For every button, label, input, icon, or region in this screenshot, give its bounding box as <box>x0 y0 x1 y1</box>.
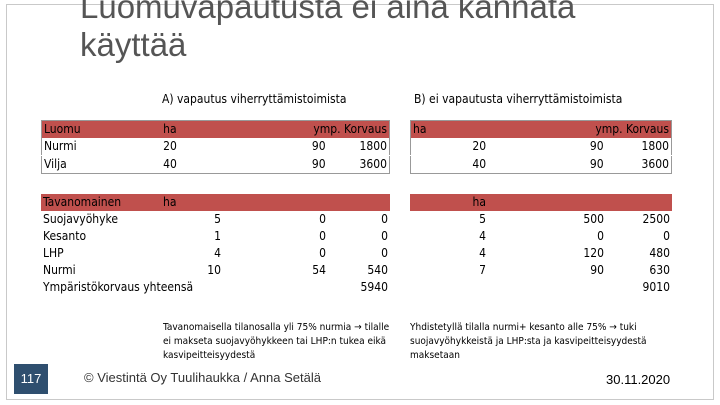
table-row: Suojavyöhyke 5 0 0 <box>41 211 390 228</box>
cell: 4 <box>479 246 486 260</box>
cell: 3600 <box>359 157 387 171</box>
header-cell: ymp. Korvaus <box>488 120 672 138</box>
footer-copyright: © Viestintä Oy Tuulihaukka / Anna Setälä <box>84 370 321 385</box>
header-cell: ymp. Korvaus <box>222 120 390 138</box>
footer-date: 30.11.2020 <box>606 372 671 387</box>
header-cell <box>488 194 606 211</box>
table-header-row: ha <box>410 194 672 211</box>
header-cell: ha <box>161 194 223 211</box>
slide-title: Luomuvapautusta ei aina kannata käyttää <box>80 0 576 63</box>
total-value: 5940 <box>360 280 388 294</box>
cell: Nurmi <box>41 138 162 156</box>
cell: 4 <box>479 229 486 243</box>
section-a-table-tavanomainen: Tavanomainen ha Suojavyöhyke 5 0 0 Kesan… <box>41 194 390 296</box>
cell: 1800 <box>605 138 672 156</box>
cell: 90 <box>311 157 326 171</box>
table-row: 4 120 480 <box>410 245 672 262</box>
cell: 90 <box>222 138 328 156</box>
cell: 4 <box>214 246 221 260</box>
table-row: 20 90 1800 <box>410 138 672 156</box>
header-cell <box>223 194 328 211</box>
header-cell: ha <box>410 194 488 211</box>
cell: 5 <box>479 212 486 226</box>
cell: LHP <box>43 246 64 260</box>
section-b-table-luomu: ha ymp. Korvaus 20 90 1800 40 90 3600 <box>410 120 672 174</box>
section-a-note: Tavanomaisella tilanosalla yli 75% nurmi… <box>163 322 390 361</box>
cell: 7 <box>479 263 486 277</box>
cell: 20 <box>161 138 223 156</box>
cell: 0 <box>597 229 604 243</box>
cell: 40 <box>163 157 177 171</box>
cell: 2500 <box>642 212 670 226</box>
header-cell: ha <box>410 120 489 138</box>
cell: 0 <box>381 229 388 243</box>
cell: 0 <box>663 229 670 243</box>
header-cell: ha <box>161 120 223 138</box>
cell: 5 <box>214 212 221 226</box>
section-b-table-tavanomainen: ha 5 500 2500 4 0 0 4 120 480 7 90 630 9… <box>410 194 672 296</box>
table-row: 7 90 630 <box>410 262 672 279</box>
cell: Suojavyöhyke <box>43 212 118 226</box>
cell: 90 <box>488 138 606 156</box>
cell: 3600 <box>641 157 669 171</box>
cell: 1800 <box>327 138 390 156</box>
cell: 0 <box>381 246 388 260</box>
cell: 0 <box>381 212 388 226</box>
cell: 54 <box>312 263 326 277</box>
section-a-table-luomu: Luomu ha ymp. Korvaus Nurmi 20 90 1800 V… <box>41 120 390 174</box>
cell: 10 <box>207 263 221 277</box>
cell: 90 <box>589 157 604 171</box>
total-value: 9010 <box>642 280 670 294</box>
cell: 40 <box>472 157 487 171</box>
table-total-row: Ympäristökorvaus yhteensä 5940 <box>41 279 390 296</box>
table-header-row: ha ymp. Korvaus <box>410 120 672 138</box>
table-row: Vilja 40 90 3600 <box>42 156 390 174</box>
cell: Kesanto <box>43 229 87 243</box>
header-cell <box>328 194 390 211</box>
cell <box>410 279 488 296</box>
cell: Vilja <box>44 157 67 171</box>
table-total-row: 9010 <box>410 279 672 296</box>
section-b-note: Yhdistetyllä tilalla nurmi+ kesanto alle… <box>410 322 647 361</box>
cell: 0 <box>319 246 326 260</box>
table-row: 5 500 2500 <box>410 211 672 228</box>
table-row: Nurmi 20 90 1800 <box>41 138 390 156</box>
table-row: LHP 4 0 0 <box>41 245 390 262</box>
cell <box>488 279 606 296</box>
header-cell: Tavanomainen <box>41 194 161 211</box>
table-row: Kesanto 1 0 0 <box>41 228 390 245</box>
table-header-row: Tavanomainen ha <box>41 194 390 211</box>
cell: 120 <box>583 246 604 260</box>
cell: 480 <box>649 246 670 260</box>
cell: 630 <box>649 263 670 277</box>
slide-number: 117 <box>14 364 48 394</box>
cell: 20 <box>410 138 489 156</box>
table-row: 40 90 3600 <box>411 156 672 174</box>
section-a-title: A) vapautus viherryttämistoimista <box>162 92 347 106</box>
cell: 1 <box>214 229 221 243</box>
cell: 0 <box>319 229 326 243</box>
total-label: Ympäristökorvaus yhteensä <box>43 280 194 294</box>
section-b-title: B) ei vapautusta viherryttämistoimista <box>414 92 623 106</box>
cell: 0 <box>319 212 326 226</box>
cell: 500 <box>583 212 604 226</box>
header-cell <box>606 194 672 211</box>
cell: Nurmi <box>43 263 76 277</box>
table-row: 4 0 0 <box>410 228 672 245</box>
header-cell: Luomu <box>41 120 162 138</box>
table-header-row: Luomu ha ymp. Korvaus <box>41 120 390 138</box>
cell: 540 <box>367 263 388 277</box>
table-row: Nurmi 10 54 540 <box>41 262 390 279</box>
cell: 90 <box>590 263 604 277</box>
